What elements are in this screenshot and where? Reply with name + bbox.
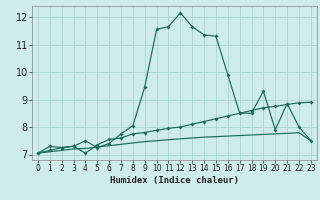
X-axis label: Humidex (Indice chaleur): Humidex (Indice chaleur) xyxy=(110,176,239,185)
